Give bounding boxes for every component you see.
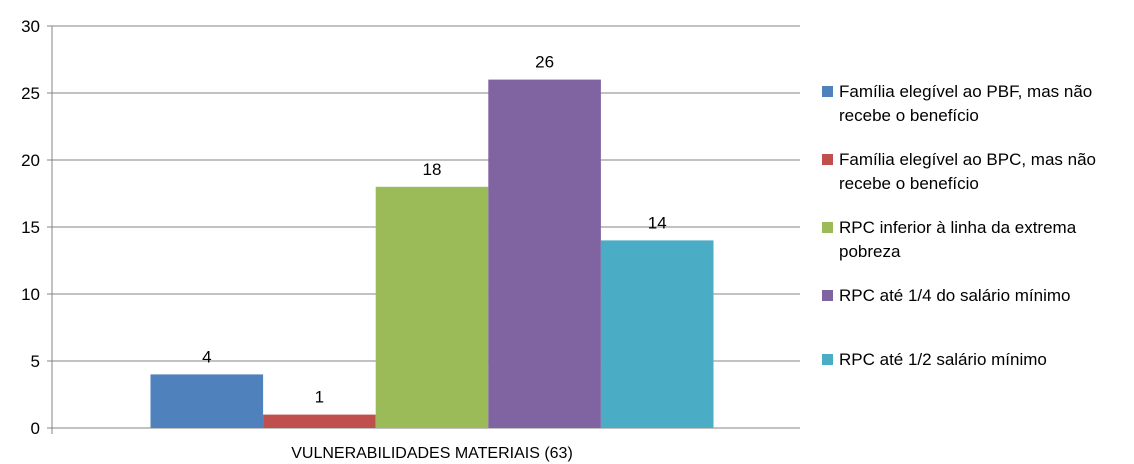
y-tick-label: 5	[31, 352, 40, 371]
y-tick-label: 25	[21, 84, 40, 103]
category-labels: VULNERABILIDADES MATERIAIS (63)	[291, 445, 573, 462]
legend-label: RPC inferior à linha da extrema pobreza	[839, 218, 1077, 261]
legend-item: Família elegível ao PBF, mas não recebe …	[822, 80, 1122, 128]
legend-label: Família elegível ao BPC, mas não recebe …	[839, 150, 1097, 193]
y-tick-label: 30	[21, 17, 40, 36]
y-tick-label: 0	[31, 419, 40, 438]
bar	[150, 374, 264, 428]
data-labels: 4 1 18 26 14	[202, 53, 667, 407]
bar-chart: 0 5 10 15 20 25 30 4 1 18 26 14 VULNERABILIDADES M…	[21, 17, 800, 462]
legend-label: RPC até 1/2 salário mínimo	[839, 350, 1047, 369]
legend-item: RPC inferior à linha da extrema pobreza	[822, 216, 1122, 264]
bar-value-label: 4	[202, 347, 211, 366]
bar	[263, 414, 376, 428]
bar-value-label: 14	[648, 213, 667, 232]
legend-swatch	[822, 222, 833, 233]
x-category-label: VULNERABILIDADES MATERIAIS (63)	[291, 445, 573, 462]
legend-item: RPC até 1/2 salário mínimo	[822, 348, 1122, 372]
legend-label: RPC até 1/4 do salário mínimo	[839, 286, 1071, 305]
legend-swatch	[822, 154, 833, 165]
bar-value-label: 26	[535, 53, 554, 72]
legend-swatch	[822, 354, 833, 365]
bar	[488, 79, 601, 428]
legend-swatch	[822, 290, 833, 301]
bars	[150, 79, 714, 428]
bar-value-label: 18	[423, 160, 442, 179]
legend-item: Família elegível ao BPC, mas não recebe …	[822, 148, 1122, 196]
legend-label: Família elegível ao PBF, mas não recebe …	[839, 82, 1093, 125]
y-tick-label: 10	[21, 285, 40, 304]
legend-item: RPC até 1/4 do salário mínimo	[822, 284, 1122, 308]
bar-value-label: 1	[315, 388, 324, 407]
y-axis-ticks: 0 5 10 15 20 25 30	[21, 17, 52, 438]
bar	[600, 240, 714, 428]
y-tick-label: 15	[21, 218, 40, 237]
bar	[375, 186, 489, 428]
legend-swatch	[822, 86, 833, 97]
y-tick-label: 20	[21, 151, 40, 170]
